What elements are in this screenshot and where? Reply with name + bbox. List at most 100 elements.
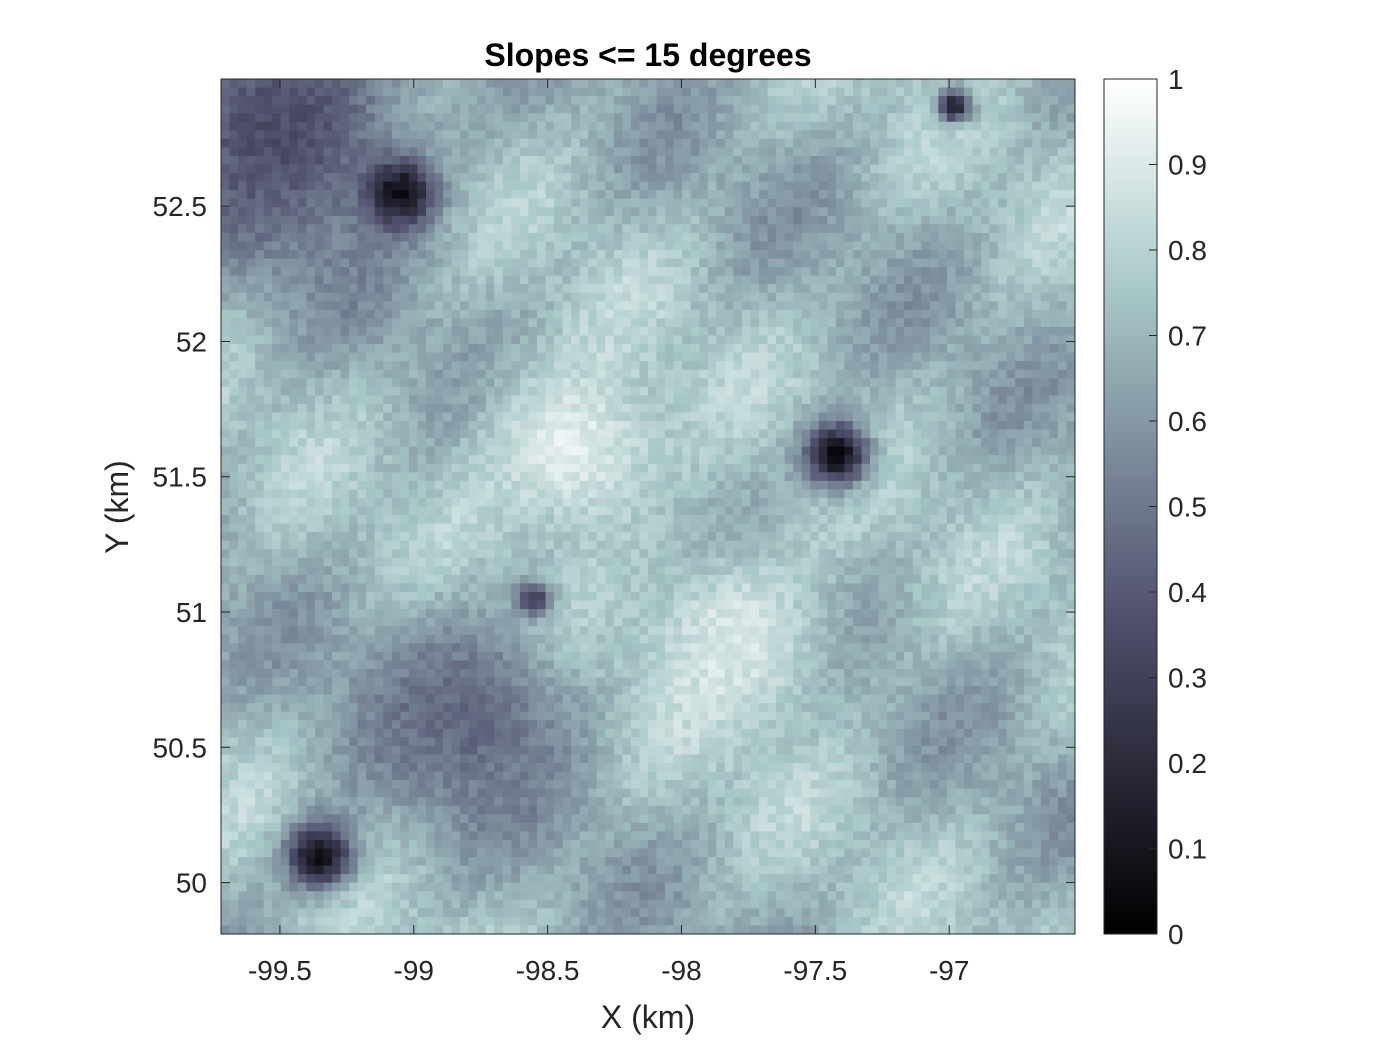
heatmap-cell [801, 215, 811, 225]
heatmap-cell [246, 79, 256, 88]
heatmap-cell [921, 455, 931, 465]
heatmap-cell [759, 489, 768, 499]
heatmap-cell [613, 164, 623, 174]
heatmap-cell [400, 344, 410, 353]
heatmap-cell [981, 224, 990, 234]
heatmap-cell [374, 480, 384, 490]
heatmap-cell [571, 258, 581, 268]
heatmap-cell [596, 181, 606, 191]
heatmap-cell [1049, 190, 1059, 200]
heatmap-cell [776, 318, 786, 328]
heatmap-cell [818, 335, 828, 345]
heatmap-cell [297, 104, 307, 114]
heatmap-cell [673, 121, 683, 131]
heatmap-cell [340, 446, 350, 456]
heatmap-cell [870, 335, 879, 345]
heatmap-cell [716, 301, 726, 311]
heatmap-cell [306, 164, 316, 174]
heatmap-cell [323, 455, 333, 465]
heatmap-cell [579, 173, 589, 182]
heatmap-cell [297, 284, 307, 294]
heatmap-cell [981, 318, 990, 328]
heatmap-cell [579, 79, 589, 88]
heatmap-cell [357, 207, 367, 217]
heatmap-cell [460, 147, 470, 157]
heatmap-cell [502, 96, 512, 106]
heatmap-cell [246, 258, 256, 268]
heatmap-cell [349, 181, 359, 191]
heatmap-cell [221, 386, 230, 396]
heatmap-cell [545, 463, 555, 473]
heatmap-cell [938, 497, 948, 507]
heatmap-cell [818, 292, 828, 302]
heatmap-cell [648, 335, 657, 345]
heatmap-cell [460, 258, 470, 268]
heatmap-cell [690, 232, 700, 242]
heatmap-cell [554, 480, 563, 490]
heatmap-cell [707, 121, 717, 131]
heatmap-cell [272, 284, 282, 294]
heatmap-cell [784, 241, 794, 251]
heatmap-cell [707, 446, 717, 456]
heatmap-cell [793, 181, 803, 191]
heatmap-cell [468, 480, 478, 490]
heatmap-cell [827, 335, 837, 345]
heatmap-cell [443, 344, 452, 353]
heatmap-cell [366, 190, 376, 200]
heatmap-cell [818, 489, 828, 499]
heatmap-cell [955, 455, 965, 465]
heatmap-cell [1066, 480, 1076, 490]
heatmap-cell [895, 378, 905, 388]
heatmap-cell [878, 87, 888, 97]
heatmap-cell [272, 352, 282, 362]
heatmap-cell [357, 369, 367, 379]
heatmap-cell [221, 130, 230, 140]
heatmap-cell [246, 386, 256, 396]
heatmap-cell [1040, 480, 1050, 490]
heatmap-cell [562, 181, 572, 191]
heatmap-cell [767, 224, 777, 234]
heatmap-cell [887, 344, 897, 353]
heatmap-cell [827, 215, 837, 225]
heatmap-cell [605, 79, 615, 88]
heatmap-cell [656, 378, 666, 388]
heatmap-cell [408, 232, 418, 242]
heatmap-cell [912, 190, 922, 200]
heatmap-cell [1066, 429, 1076, 439]
heatmap-cell [579, 130, 589, 140]
heatmap-cell [622, 96, 632, 106]
heatmap-cell [451, 147, 461, 157]
heatmap-cell [955, 87, 965, 97]
heatmap-cell [981, 241, 990, 251]
heatmap-cell [929, 190, 939, 200]
heatmap-cell [571, 275, 581, 285]
heatmap-cell [870, 472, 879, 482]
heatmap-cell [588, 164, 598, 174]
heatmap-cell [536, 412, 546, 422]
heatmap-cell [263, 395, 273, 405]
heatmap-cell [938, 361, 948, 371]
heatmap-cell [801, 309, 811, 319]
heatmap-cell [699, 344, 709, 353]
heatmap-cell [707, 155, 717, 165]
heatmap-cell [485, 421, 495, 430]
heatmap-cell [519, 173, 529, 182]
heatmap-cell [1040, 267, 1050, 277]
heatmap-cell [460, 215, 470, 225]
heatmap-cell [912, 258, 922, 268]
heatmap-cell [1015, 421, 1025, 430]
heatmap-cell [1032, 284, 1042, 294]
heatmap-cell [613, 198, 623, 208]
heatmap-cell [989, 489, 999, 499]
heatmap-cell [383, 455, 393, 465]
heatmap-cell [588, 480, 598, 490]
heatmap-cell [665, 472, 675, 482]
heatmap-cell [699, 250, 709, 259]
heatmap-cell [246, 267, 256, 277]
heatmap-cell [255, 232, 265, 242]
heatmap-cell [357, 378, 367, 388]
heatmap-cell [545, 155, 555, 165]
heatmap-cell [485, 198, 495, 208]
heatmap-cell [972, 130, 982, 140]
heatmap-cell [545, 395, 555, 405]
